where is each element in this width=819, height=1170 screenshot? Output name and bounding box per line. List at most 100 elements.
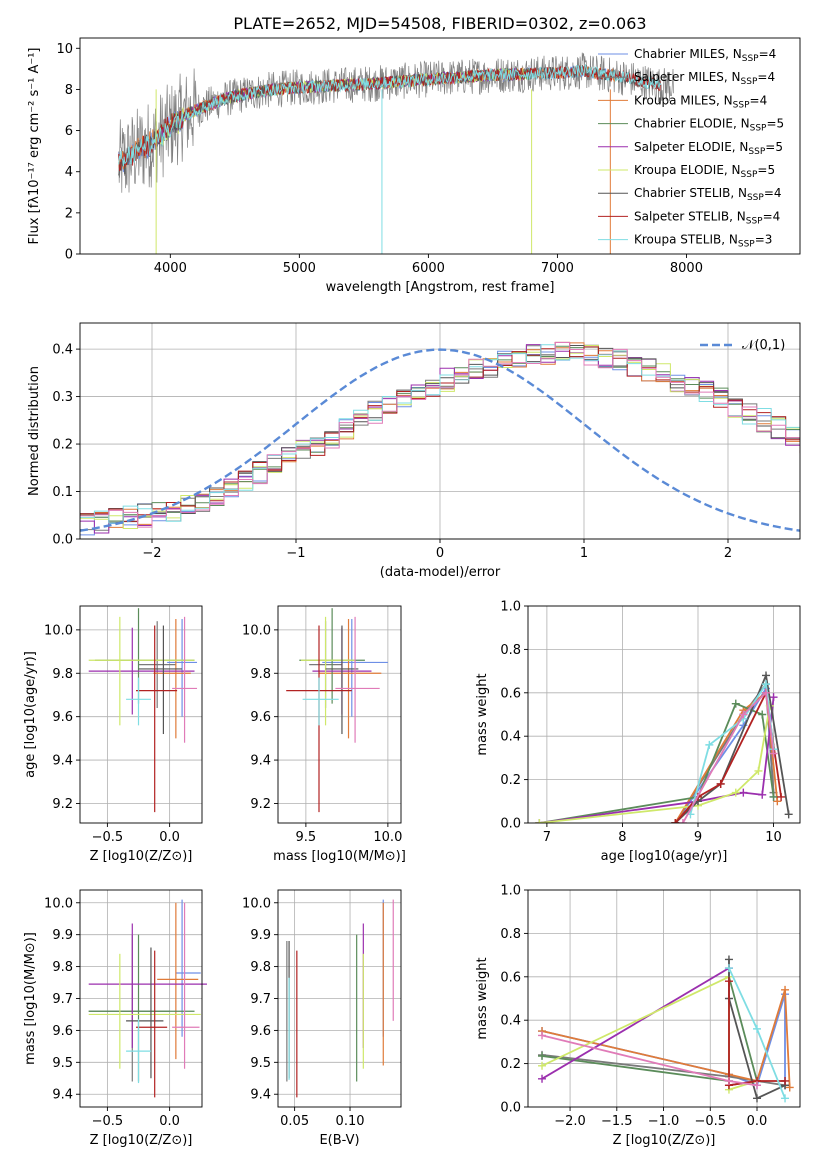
y-tick-label: 4 xyxy=(65,165,73,180)
mass-weight-line xyxy=(682,690,775,823)
y-tick-label: 9.6 xyxy=(250,1024,271,1039)
axes-frame xyxy=(79,605,203,824)
x-tick-label: 7 xyxy=(543,830,551,845)
mass-weight-marker xyxy=(724,1076,733,1085)
x-tick-label: −0.5 xyxy=(92,1114,124,1129)
x-tick-label: 0.0 xyxy=(159,830,180,845)
mass-weight-marker xyxy=(781,1076,790,1085)
residual-histogram-step xyxy=(80,341,800,522)
axes-frame xyxy=(277,889,402,1108)
y-tick-label: 9.8 xyxy=(250,667,271,682)
x-tick-label: 9 xyxy=(694,830,702,845)
residual-histogram-step xyxy=(80,345,800,522)
mass-weight-marker xyxy=(781,1094,790,1103)
residual-histogram-step xyxy=(80,350,800,536)
mass-weight-vs-metallicity-panel: −2.0 −1.5 −1.0 −0.5 0.0 0.0 0.2 0.4 0.6 0.8 1.0 Z [… xyxy=(475,884,801,1148)
x-tick-label: 5000 xyxy=(283,261,316,276)
y-tick-label: 9.6 xyxy=(250,710,271,725)
mass-weight-marker xyxy=(724,977,733,986)
mass-vs-extinction-panel: 0.05 0.10 9.4 9.5 9.6 9.7 9.8 9.9 10.0 E(B-V) xyxy=(242,889,402,1148)
y-tick-label: 10.0 xyxy=(44,623,73,638)
mass-weight-marker xyxy=(731,788,740,797)
model-spectrum-line xyxy=(118,63,662,167)
x-tick-label: 0.0 xyxy=(747,1114,768,1129)
y-tick-label: 9.4 xyxy=(52,1088,73,1103)
mass-weight-marker xyxy=(785,1083,794,1092)
mass-weight-marker xyxy=(724,955,733,964)
x-axis-label: Z [log10(Z/Z⊙)] xyxy=(613,1133,716,1148)
x-tick-label: 10 xyxy=(765,830,782,845)
x-tick-label: 7000 xyxy=(541,261,574,276)
legend-count: =4 xyxy=(757,70,775,84)
legend-count: =5 xyxy=(765,140,783,154)
y-tick-label: 9.8 xyxy=(52,960,73,975)
mass-weight-marker xyxy=(758,790,767,799)
mass-weight-marker xyxy=(762,671,770,680)
y-axis-label: Flux [fλ10⁻¹⁷ erg cm⁻² s⁻¹ A⁻¹] xyxy=(27,48,42,245)
x-axis-label: age [log10(age/yr)] xyxy=(601,849,728,864)
y-tick-label: 9.7 xyxy=(250,992,271,1007)
legend-subscript: SSP xyxy=(741,170,758,180)
mass-weight-marker xyxy=(538,1061,547,1070)
x-tick-label: −2.0 xyxy=(554,1114,586,1129)
axes-frame xyxy=(79,37,801,255)
y-tick-label: 0.4 xyxy=(52,343,73,358)
y-tick-label: 0.3 xyxy=(52,390,73,405)
mass-weight-marker xyxy=(753,1081,762,1090)
legend-entry: Kroupa ELODIE, NSSP=5 xyxy=(634,163,775,180)
legend-count: =4 xyxy=(759,47,777,61)
mass-weight-marker xyxy=(739,788,748,797)
legend-entry: 𝒩(0,1) xyxy=(742,338,785,353)
mass-weight-marker xyxy=(731,699,740,708)
mass-weight-marker xyxy=(769,693,778,702)
mass-vs-metallicity-panel: −0.5 0.0 9.4 9.5 9.6 9.7 9.8 9.9 10.0 Z [log10(Z/… xyxy=(23,889,207,1148)
y-tick-label: 9.4 xyxy=(52,754,73,769)
legend-entry: Salpeter ELODIE, NSSP=5 xyxy=(634,140,783,157)
axes-frame xyxy=(79,322,801,540)
y-tick-label: 0.4 xyxy=(500,1014,521,1029)
y-tick-label: 10.0 xyxy=(242,623,271,638)
x-axis-label: E(B-V) xyxy=(319,1133,359,1148)
x-tick-label: 0.05 xyxy=(280,1114,309,1129)
legend-count: =4 xyxy=(764,186,782,200)
residual-histogram-step xyxy=(80,342,800,528)
legend-subscript: SSP xyxy=(748,147,765,157)
legend-subscript: SSP xyxy=(747,193,764,203)
y-tick-label: 9.5 xyxy=(52,1056,73,1071)
mass-weight-marker xyxy=(784,810,793,819)
y-tick-label: 1.0 xyxy=(500,884,521,899)
legend-entry: Salpeter MILES, NSSP=4 xyxy=(634,70,775,87)
legend-subscript: SSP xyxy=(746,216,763,226)
age-vs-mass-panel: 9.5 10.0 9.2 9.4 9.6 9.8 10.0 mass [log10(M/M⊙)… xyxy=(242,605,406,864)
age-vs-metallicity-panel: −0.5 0.0 9.2 9.4 9.6 9.8 10.0 Z [log10(Z/Z⊙)] ag… xyxy=(23,605,203,864)
y-axis-label: age [log10(age/yr)] xyxy=(23,651,38,778)
y-tick-label: 0.2 xyxy=(500,773,521,788)
y-axis-label: mass weight xyxy=(475,673,490,755)
legend-subscript: SSP xyxy=(738,240,755,250)
y-tick-label: 10.0 xyxy=(242,896,271,911)
x-axis-label: Z [log10(Z/Z⊙)] xyxy=(90,849,193,864)
mass-weight-marker xyxy=(781,985,790,994)
x-tick-label: 6000 xyxy=(412,261,445,276)
y-tick-label: 9.4 xyxy=(250,1088,271,1103)
mass-weight-line xyxy=(674,689,782,823)
mass-weight-marker xyxy=(739,710,748,719)
y-tick-label: 0.6 xyxy=(500,970,521,985)
x-tick-label: 10.0 xyxy=(373,830,402,845)
y-tick-label: 9.9 xyxy=(52,928,73,943)
legend-subscript: SSP xyxy=(741,77,758,87)
mass-weight-marker xyxy=(773,797,782,806)
figure-title: PLATE=2652, MJD=54508, FIBERID=0302, z=0… xyxy=(233,14,646,33)
mass-weight-marker xyxy=(705,740,714,749)
x-axis-label: Z [log10(Z/Z⊙)] xyxy=(90,1133,193,1148)
y-tick-label: 0.2 xyxy=(52,438,73,453)
mass-weight-marker xyxy=(671,819,680,823)
y-tick-label: 6 xyxy=(65,124,73,139)
legend-entry: Kroupa STELIB, NSSP=3 xyxy=(634,233,772,250)
mass-weight-line xyxy=(541,976,758,1083)
legend-count: =3 xyxy=(755,233,773,247)
mass-weight-marker xyxy=(538,1052,547,1061)
axes-frame xyxy=(527,605,801,824)
legend-subscript: SSP xyxy=(750,124,767,134)
